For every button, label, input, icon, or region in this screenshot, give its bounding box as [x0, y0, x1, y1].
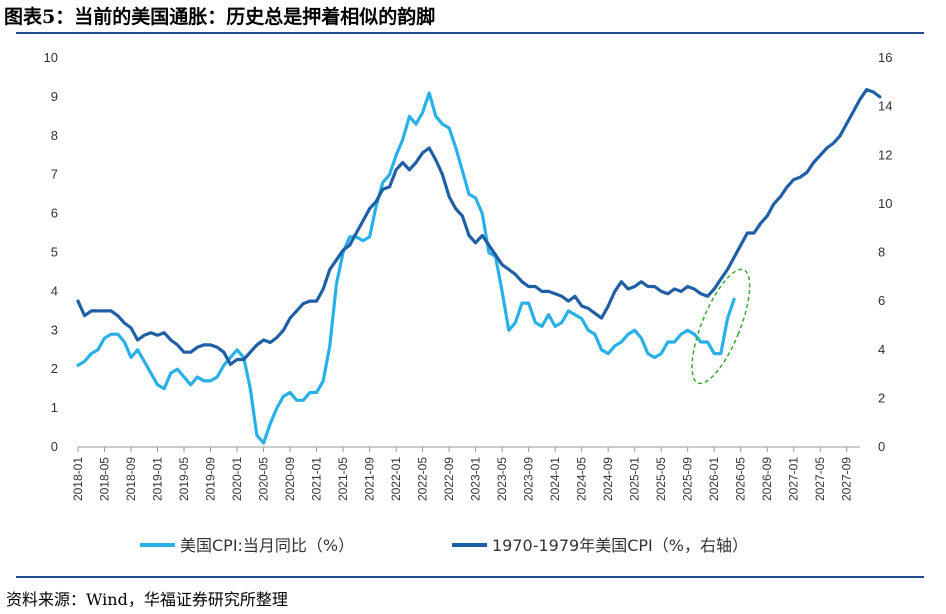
x-tick-label: 2022-09 [442, 457, 456, 501]
x-tick-label: 2021-01 [310, 457, 324, 501]
x-tick-label: 2018-09 [124, 457, 138, 501]
x-tick-label: 2018-05 [98, 457, 112, 501]
footer-rule [16, 576, 924, 578]
y-left-tick-label: 8 [51, 128, 58, 143]
y-right-tick-label: 14 [878, 99, 892, 114]
x-tick-label: 2018-01 [71, 457, 85, 501]
y-left-tick-label: 7 [51, 167, 58, 182]
highlight-ellipse [691, 268, 751, 385]
y-right-tick-label: 2 [878, 390, 885, 405]
x-tick-label: 2020-01 [230, 457, 244, 501]
y-right-tick-label: 12 [878, 147, 892, 162]
legend-label-1970s-cpi: 1970-1979年美国CPI（%，右轴） [492, 536, 748, 555]
x-tick-label: 2019-05 [177, 457, 191, 501]
y-left-tick-label: 0 [51, 439, 58, 454]
x-tick-label: 2022-01 [389, 457, 403, 501]
series-line-current-cpi [76, 91, 736, 445]
y-right-tick-label: 6 [878, 293, 885, 308]
y-left-tick-label: 3 [51, 322, 58, 337]
legend-label-current-cpi: 美国CPI:当月同比（%） [180, 536, 354, 555]
x-tick-label: 2026-05 [734, 457, 748, 501]
x-tick-label: 2026-01 [707, 457, 721, 501]
x-tick-label: 2027-09 [840, 457, 854, 501]
x-tick-label: 2023-05 [495, 457, 509, 501]
y-right-tick-label: 4 [878, 342, 885, 357]
y-left-tick-label: 10 [44, 50, 58, 65]
x-tick-label: 2025-09 [681, 457, 695, 501]
x-tick-label: 2019-09 [204, 457, 218, 501]
x-tick-label: 2024-01 [548, 457, 562, 501]
source-note: 资料来源：Wind，华福证券研究所整理 [6, 590, 288, 609]
y-left-tick-label: 2 [51, 361, 58, 376]
x-tick-label: 2025-01 [628, 457, 642, 501]
x-tick-label: 2026-09 [760, 457, 774, 501]
x-tick-label: 2019-01 [151, 457, 165, 501]
x-tick-label: 2021-05 [336, 457, 350, 501]
series-line-1970s-cpi [76, 87, 882, 366]
x-tick-label: 2022-05 [416, 457, 430, 501]
x-tick-label: 2023-09 [522, 457, 536, 501]
y-right-tick-label: 10 [878, 196, 892, 211]
y-right-tick-label: 8 [878, 245, 885, 260]
legend: 美国CPI:当月同比（%） 1970-1979年美国CPI（%，右轴） [140, 536, 748, 555]
y-left-tick-label: 4 [51, 283, 58, 298]
x-tick-label: 2025-05 [654, 457, 668, 501]
y-left-tick-label: 9 [51, 89, 58, 104]
figure-title: 图表5：当前的美国通胀：历史总是押着相似的韵脚 [4, 6, 436, 28]
x-tick-label: 2027-05 [813, 457, 827, 501]
x-tick-label: 2020-05 [257, 457, 271, 501]
x-tick-label: 2021-09 [363, 457, 377, 501]
y-left-tick-label: 1 [51, 400, 58, 415]
x-tick-label: 2024-05 [575, 457, 589, 501]
x-tick-label: 2027-01 [787, 457, 801, 501]
y-right-tick-label: 16 [878, 50, 892, 65]
y-right-tick-label: 0 [878, 439, 885, 454]
y-left-tick-label: 6 [51, 206, 58, 221]
title-rule [16, 32, 924, 34]
x-tick-label: 2024-09 [601, 457, 615, 501]
series-layer [76, 87, 882, 445]
annotation-layer [691, 268, 751, 385]
y-left-tick-label: 5 [51, 245, 58, 260]
x-tick-label: 2023-01 [469, 457, 483, 501]
x-tick-label: 2020-09 [283, 457, 297, 501]
